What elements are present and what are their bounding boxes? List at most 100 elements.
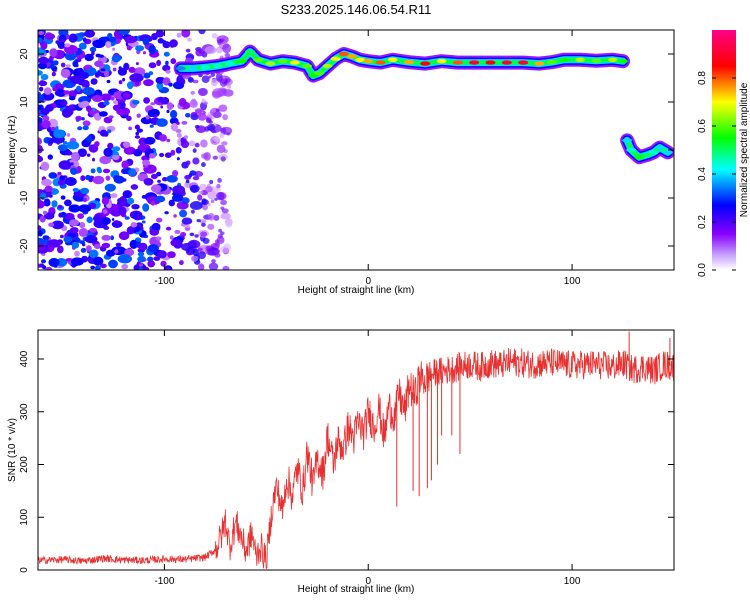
noise-blob — [92, 175, 105, 185]
noise-blob — [112, 154, 120, 160]
noise-blob — [63, 236, 73, 243]
colorbar-gradient — [712, 30, 736, 270]
noise-blob — [66, 133, 71, 137]
noise-blob — [38, 225, 42, 231]
noise-blob — [130, 222, 138, 228]
noise-blob — [124, 35, 137, 44]
noise-blob — [222, 114, 228, 121]
noise-blob — [43, 87, 52, 95]
noise-blob — [225, 222, 233, 228]
noise-blob — [105, 175, 111, 181]
noise-blob — [170, 149, 176, 156]
noise-blob — [71, 151, 80, 162]
signal-track-point — [322, 63, 333, 69]
noise-blob — [195, 49, 204, 57]
noise-blob — [113, 175, 125, 184]
noise-blob — [38, 144, 43, 154]
noise-blob — [78, 42, 87, 50]
noise-blob — [205, 186, 213, 193]
noise-blob — [181, 30, 191, 38]
noise-blob — [99, 111, 108, 117]
noise-blob — [38, 37, 43, 43]
noise-blob — [112, 146, 121, 152]
noise-blob — [112, 67, 117, 72]
noise-blob — [93, 256, 104, 266]
noise-blob — [114, 220, 120, 225]
signal-track-point — [518, 60, 529, 65]
noise-blob — [79, 222, 86, 229]
noise-blob — [217, 177, 222, 183]
noise-blob — [38, 31, 45, 35]
noise-blob — [175, 147, 182, 154]
noise-blob — [224, 53, 230, 58]
noise-blob — [187, 77, 194, 83]
noise-blob — [72, 187, 80, 193]
noise-blob — [76, 85, 82, 93]
noise-blob — [94, 141, 100, 147]
noise-blob — [216, 144, 226, 154]
secondary-track-point — [622, 138, 633, 143]
noise-blob — [101, 217, 111, 225]
noise-blob — [92, 39, 106, 49]
noise-blob — [218, 104, 228, 112]
noise-blob — [166, 267, 170, 270]
noise-blob — [78, 204, 92, 213]
noise-blob — [211, 259, 216, 264]
noise-blob — [142, 51, 147, 55]
noise-blob — [122, 92, 131, 99]
noise-blob — [66, 141, 80, 150]
colorbar-tick-label: 0.0 — [697, 263, 708, 277]
noise-blob — [82, 87, 95, 96]
noise-blob — [155, 30, 165, 38]
noise-blob — [176, 132, 182, 138]
noise-blob — [166, 175, 178, 183]
noise-blob — [41, 178, 52, 187]
noise-blob — [107, 33, 113, 38]
noise-blob — [126, 197, 135, 205]
noise-blob — [142, 266, 150, 270]
noise-blob — [135, 131, 139, 136]
noise-blob — [63, 212, 75, 220]
noise-blob — [189, 201, 203, 210]
noise-blob — [38, 62, 47, 70]
spectrogram-y-ticks: 20 10 0 -10 -20 — [19, 48, 674, 253]
noise-blob — [91, 51, 95, 56]
secondary-track-point — [634, 155, 645, 160]
noise-blob — [172, 185, 186, 195]
noise-blob — [207, 203, 211, 207]
noise-blob — [60, 62, 66, 68]
noise-blob — [90, 78, 98, 85]
signal-track-point — [200, 65, 211, 70]
noise-blob — [160, 97, 170, 105]
noise-blob — [149, 124, 154, 128]
noise-blob — [138, 242, 148, 251]
noise-blob — [82, 125, 89, 131]
noise-blob — [60, 100, 68, 106]
noise-blob — [108, 115, 114, 119]
noise-blob — [143, 97, 151, 104]
noise-blob — [147, 110, 155, 118]
noise-blob — [61, 108, 72, 118]
noise-blob — [48, 222, 55, 228]
noise-blob — [155, 76, 165, 84]
noise-blob — [102, 209, 108, 215]
noise-blob — [150, 184, 162, 193]
noise-blob — [185, 113, 191, 118]
noise-blob — [115, 242, 122, 247]
noise-blob — [67, 232, 76, 238]
noise-blob — [127, 81, 134, 90]
noise-blob — [38, 80, 48, 87]
noise-blob — [86, 105, 92, 112]
noise-blob — [220, 156, 226, 162]
noise-blob — [187, 37, 192, 42]
noise-blob — [170, 239, 179, 247]
noise-blob — [94, 72, 100, 78]
noise-blob — [64, 199, 72, 207]
noise-blob — [166, 109, 170, 114]
noise-blob — [166, 102, 174, 110]
noise-blob — [172, 194, 184, 202]
noise-blob — [131, 99, 140, 105]
noise-blob — [57, 144, 68, 152]
noise-blob — [137, 251, 145, 257]
noise-blob — [207, 223, 215, 230]
